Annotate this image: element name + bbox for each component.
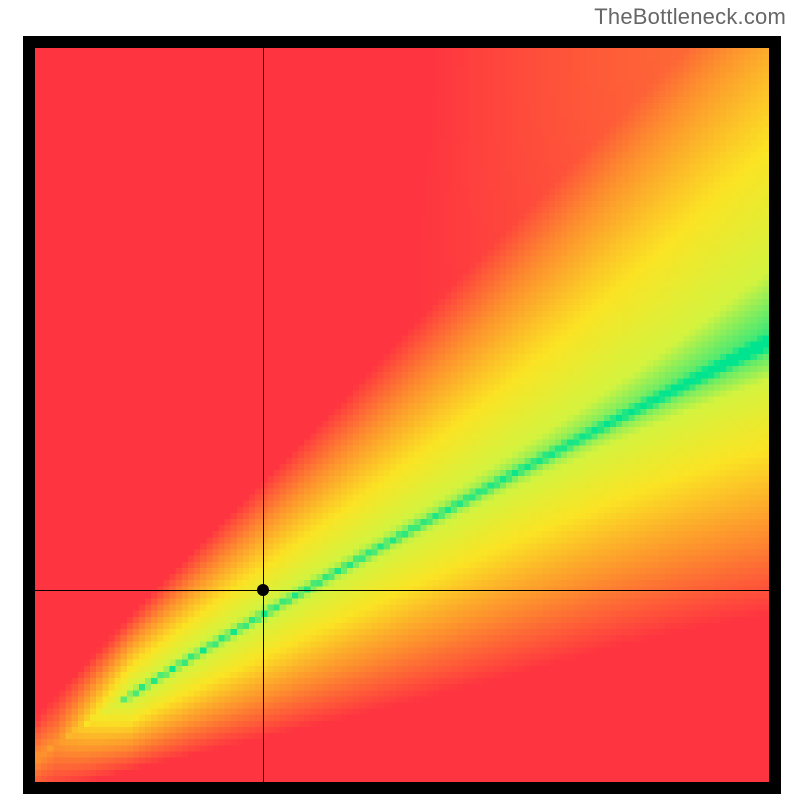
crosshair-vertical [263, 48, 264, 782]
attribution-text: TheBottleneck.com [594, 4, 786, 30]
heatmap-canvas [35, 48, 769, 782]
heatmap-plot [35, 48, 769, 782]
crosshair-marker [257, 584, 269, 596]
crosshair-horizontal [35, 590, 769, 591]
